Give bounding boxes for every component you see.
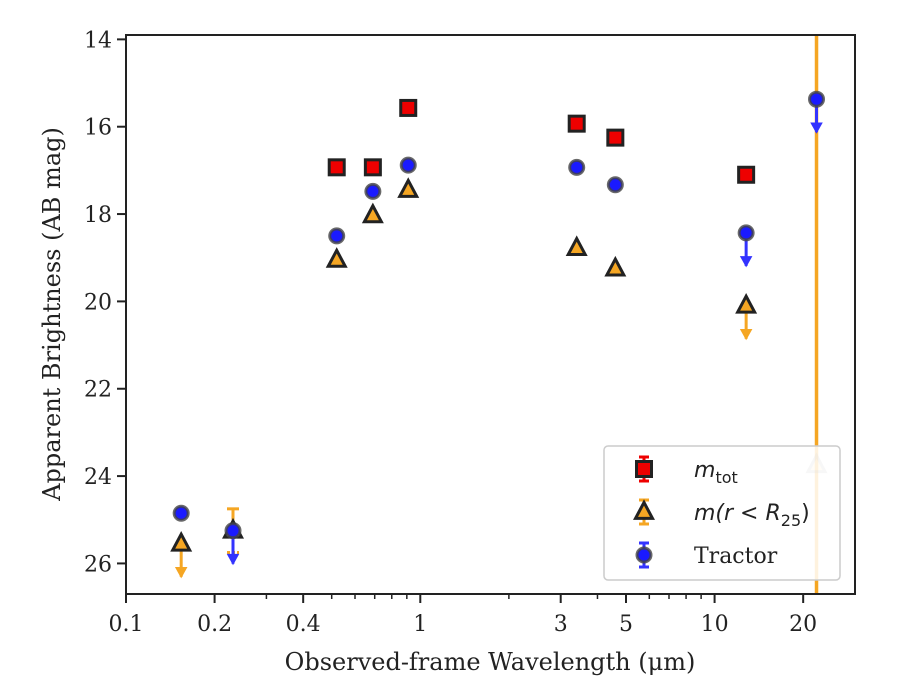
y-axis: 14 16 18 20 22 24 26: [84, 28, 126, 577]
x-tick-label: 0.2: [197, 612, 232, 637]
legend-item: Tractor: [635, 541, 778, 569]
plot-frame: [125, 34, 856, 595]
data-point: [328, 227, 346, 245]
x-tick-label: 10: [701, 612, 729, 637]
y-tick-label: 24: [84, 465, 112, 490]
upper-limit-arrow-head: [739, 329, 753, 341]
data-layer: [170, 35, 828, 594]
legend-label: mtot: [694, 458, 738, 487]
data-point: [606, 176, 624, 194]
legend-item: m(r < R25): [633, 498, 810, 530]
x-tick-label: 0.4: [286, 612, 321, 637]
legend-marker: [633, 499, 655, 520]
x-tick-label: 20: [789, 612, 817, 637]
data-point: [170, 530, 193, 552]
data-point: [327, 158, 346, 177]
data-point: [361, 202, 384, 224]
legend-label-subscript: tot: [715, 468, 737, 487]
legend-label-subscript: 25: [781, 511, 801, 530]
upper-limit-arrow-head: [226, 553, 240, 566]
legend-label-main: m(r < R: [694, 501, 781, 526]
data-point: [397, 177, 420, 198]
data-point: [604, 255, 627, 277]
data-point: [172, 504, 190, 522]
upper-limit-arrow-head: [174, 567, 188, 579]
series-2: [172, 90, 826, 566]
series-0: [327, 98, 756, 184]
legend-box: [603, 445, 841, 581]
data-point: [567, 114, 586, 133]
data-point: [737, 165, 756, 184]
data-point: [606, 128, 625, 147]
x-axis-title: Observed-frame Wavelength (μm): [285, 648, 696, 676]
y-axis-title: Apparent Brightness (AB mag): [38, 127, 66, 502]
y-tick-label: 14: [84, 28, 112, 53]
legend: mtot m(r < R25) Tractor: [603, 445, 841, 581]
data-point: [325, 247, 348, 268]
y-tick-label: 22: [84, 378, 112, 403]
upper-limit-arrow-head: [810, 122, 823, 134]
legend-item: mtot: [635, 455, 738, 487]
x-tick-label: 3: [554, 612, 568, 637]
y-tick-label: 18: [84, 203, 112, 228]
x-tick-label: 1: [413, 612, 427, 637]
legend-label: Tractor: [694, 544, 778, 569]
data-point: [224, 522, 242, 540]
upper-limit-arrow-head: [739, 256, 753, 268]
legend-label: m(r < R25): [694, 501, 810, 530]
data-point: [399, 156, 417, 174]
data-point: [363, 158, 382, 177]
x-tick-label: 5: [619, 612, 633, 637]
x-axis: 0.1 0.2 0.4 1 3 5 10 20: [109, 594, 817, 637]
data-point: [735, 292, 758, 314]
data-point: [364, 182, 382, 200]
data-point: [808, 90, 826, 108]
legend-label-tail: ): [801, 501, 810, 526]
data-point: [737, 224, 755, 242]
legend-label-main: m: [694, 458, 715, 483]
y-tick-label: 20: [84, 290, 112, 315]
data-point: [399, 98, 418, 117]
x-tick-label: 0.1: [109, 612, 144, 637]
data-point: [565, 235, 588, 257]
data-point: [568, 158, 586, 176]
legend-marker: [635, 460, 653, 478]
legend-marker: [635, 546, 653, 564]
y-tick-label: 26: [84, 552, 112, 577]
y-tick-label: 16: [84, 116, 112, 141]
